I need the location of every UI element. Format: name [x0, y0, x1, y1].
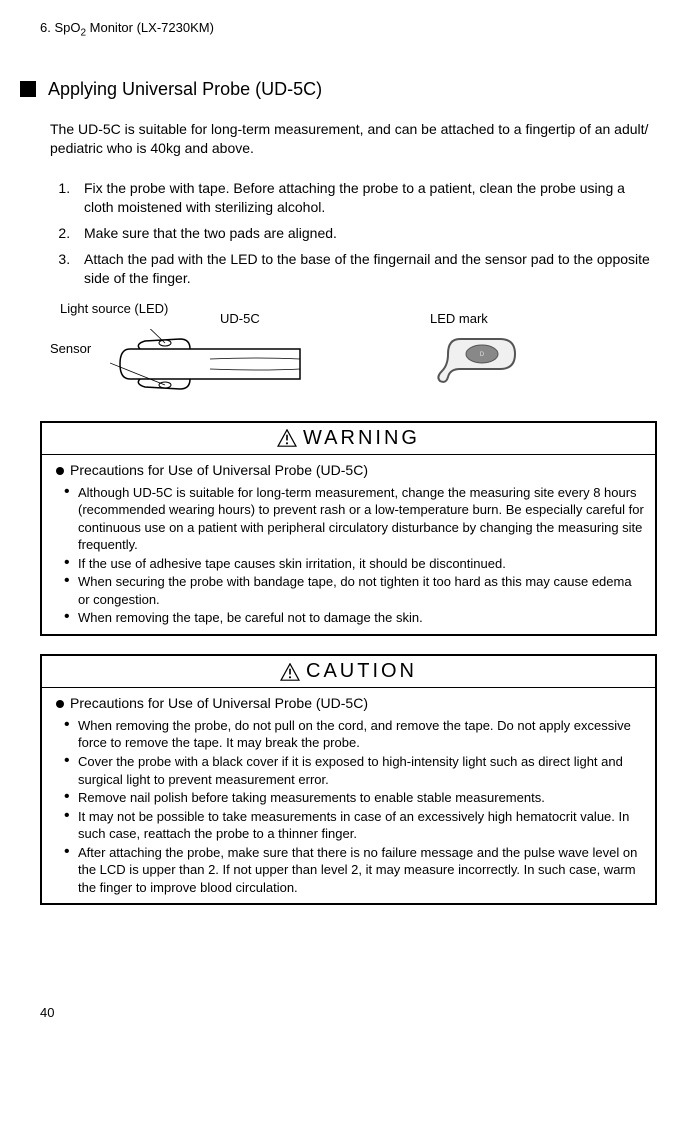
- square-bullet-icon: [20, 81, 36, 97]
- caution-header-text: CAUTION: [306, 660, 417, 683]
- warning-precaution-title-text: Precautions for Use of Universal Probe (…: [70, 462, 368, 478]
- warning-precaution-title: Precautions for Use of Universal Probe (…: [56, 461, 645, 480]
- caution-items: When removing the probe, do not pull on …: [64, 717, 645, 896]
- caution-triangle-icon: [280, 663, 300, 681]
- sensor-label: Sensor: [50, 341, 91, 356]
- svg-text:ᴰ: ᴰ: [480, 350, 484, 360]
- caution-item: After attaching the probe, make sure tha…: [64, 844, 645, 897]
- caution-precaution-title: Precautions for Use of Universal Probe (…: [56, 694, 645, 713]
- ud5c-label: UD-5C: [220, 311, 260, 326]
- caution-item: When removing the probe, do not pull on …: [64, 717, 645, 752]
- bullet-icon: [56, 467, 64, 475]
- step-item: Attach the pad with the LED to the base …: [74, 250, 657, 289]
- bullet-icon: [56, 700, 64, 708]
- warning-header-text: WARNING: [303, 427, 420, 450]
- chapter-header: 6. SpO2 Monitor (LX-7230KM): [40, 20, 657, 39]
- caution-header: CAUTION: [42, 656, 655, 688]
- caution-precaution-title-text: Precautions for Use of Universal Probe (…: [70, 695, 368, 711]
- led-mark-label: LED mark: [430, 311, 488, 326]
- warning-item: When removing the tape, be careful not t…: [64, 609, 645, 627]
- warning-item: If the use of adhesive tape causes skin …: [64, 555, 645, 573]
- steps-list: Fix the probe with tape. Before attachin…: [50, 179, 657, 289]
- step-item: Fix the probe with tape. Before attachin…: [74, 179, 657, 218]
- warning-body: Precautions for Use of Universal Probe (…: [42, 455, 655, 634]
- chapter-prefix: 6. SpO: [40, 20, 80, 35]
- finger-probe-icon: [110, 329, 310, 399]
- warning-item: Although UD-5C is suitable for long-term…: [64, 484, 645, 554]
- step-item: Make sure that the two pads are aligned.: [74, 224, 657, 244]
- diagram-area: Light source (LED) UD-5C Sensor LED mark…: [50, 301, 657, 411]
- light-source-label: Light source (LED): [60, 301, 168, 316]
- caution-item: Cover the probe with a black cover if it…: [64, 753, 645, 788]
- caution-item: It may not be possible to take measureme…: [64, 808, 645, 843]
- section-title: Applying Universal Probe (UD-5C): [48, 79, 322, 100]
- intro-text: The UD-5C is suitable for long-term meas…: [50, 120, 657, 159]
- caution-item: Remove nail polish before taking measure…: [64, 789, 645, 807]
- caution-body: Precautions for Use of Universal Probe (…: [42, 688, 655, 903]
- page-number: 40: [40, 1005, 657, 1020]
- warning-item: When securing the probe with bandage tap…: [64, 573, 645, 608]
- section-title-row: Applying Universal Probe (UD-5C): [20, 79, 657, 100]
- warning-triangle-icon: [277, 429, 297, 447]
- warning-items: Although UD-5C is suitable for long-term…: [64, 484, 645, 627]
- warning-box: WARNING Precautions for Use of Universal…: [40, 421, 657, 636]
- chapter-suffix: Monitor (LX-7230KM): [86, 20, 214, 35]
- led-mark-icon: ᴰ: [430, 329, 520, 389]
- caution-box: CAUTION Precautions for Use of Universal…: [40, 654, 657, 905]
- warning-header: WARNING: [42, 423, 655, 455]
